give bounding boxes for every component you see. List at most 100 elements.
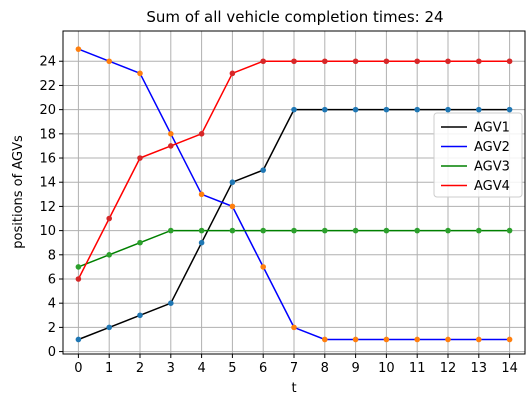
legend-label: AGV3 (474, 160, 510, 175)
x-tick-label: 8 (321, 361, 329, 376)
y-axis-label: positions of AGVs (11, 135, 26, 249)
data-point-agv4 (229, 70, 236, 77)
y-tick-label: 20 (39, 103, 56, 118)
data-point-agv2 (229, 203, 236, 210)
data-point-agv2 (476, 336, 482, 343)
data-point-agv2 (322, 336, 328, 343)
data-point-agv3 (75, 264, 82, 270)
y-tick-label: 16 (39, 152, 56, 167)
data-point-agv3 (198, 227, 205, 234)
y-tick-label: 18 (39, 127, 56, 142)
y-tick-label: 22 (39, 79, 56, 94)
data-point-agv4 (168, 143, 174, 149)
data-point-agv1 (106, 324, 112, 331)
data-point-agv2 (352, 336, 359, 343)
x-tick-label: 2 (136, 361, 144, 376)
y-tick-label: 14 (39, 176, 56, 191)
x-tick-label: 6 (259, 361, 267, 376)
x-tick-label: 10 (378, 361, 395, 376)
y-tick-label: 12 (39, 200, 56, 215)
data-point-agv3 (506, 227, 513, 234)
data-point-agv3 (106, 252, 112, 258)
x-tick-label: 9 (351, 361, 359, 376)
data-point-agv1 (198, 239, 205, 246)
x-tick-label: 1 (105, 361, 113, 376)
data-point-agv4 (291, 58, 297, 65)
x-tick-label: 12 (440, 361, 457, 376)
chart-title: Sum of all vehicle completion times: 24 (146, 8, 443, 26)
legend-box (433, 112, 523, 198)
y-tick-label: 10 (39, 224, 56, 239)
data-point-agv3 (414, 227, 421, 234)
legend-label: AGV4 (474, 179, 510, 194)
data-point-agv1 (291, 106, 297, 113)
data-point-agv4 (106, 215, 112, 222)
data-point-agv4 (383, 58, 390, 65)
data-point-agv4 (198, 131, 205, 137)
data-point-agv4 (322, 58, 328, 65)
data-point-agv4 (506, 58, 513, 65)
x-tick-label: 13 (471, 361, 488, 376)
series-layer (75, 46, 513, 343)
x-tick-label: 0 (74, 361, 82, 376)
legend: AGV1 AGV2 AGV3 AGV4 (433, 112, 523, 198)
data-point-agv2 (137, 70, 143, 77)
data-point-agv1 (260, 167, 267, 173)
y-tick-label: 2 (48, 321, 56, 336)
data-point-agv3 (260, 227, 267, 234)
data-point-agv2 (198, 191, 205, 198)
data-point-agv2 (291, 324, 297, 331)
data-point-agv4 (75, 276, 82, 282)
data-point-agv2 (168, 131, 174, 137)
data-point-agv4 (445, 58, 451, 65)
data-point-agv3 (291, 227, 297, 234)
data-point-agv3 (229, 227, 236, 234)
data-point-agv3 (383, 227, 390, 234)
data-point-agv2 (414, 336, 421, 343)
data-point-agv4 (476, 58, 482, 65)
y-tick-label: 24 (39, 55, 56, 70)
data-point-agv3 (168, 227, 174, 234)
data-point-agv1 (476, 106, 482, 113)
data-point-agv3 (322, 227, 328, 234)
data-point-agv4 (352, 58, 359, 65)
data-point-agv2 (260, 264, 267, 270)
y-tick-label: 6 (48, 272, 56, 287)
y-tick-label: 4 (48, 297, 56, 312)
x-tick-label: 11 (409, 361, 426, 376)
legend-label: AGV1 (474, 121, 510, 136)
x-tick-label: 5 (228, 361, 236, 376)
data-point-agv3 (476, 227, 482, 234)
data-point-agv2 (383, 336, 390, 343)
x-tick-label: 7 (290, 361, 298, 376)
data-point-agv1 (414, 106, 421, 113)
data-point-agv3 (137, 239, 143, 246)
data-point-agv2 (506, 336, 513, 343)
data-point-agv2 (445, 336, 451, 343)
x-ticks: 0 1 2 3 4 5 6 7 8 9 10 11 12 13 14 (74, 354, 518, 376)
y-tick-label: 8 (48, 248, 56, 263)
data-point-agv2 (75, 46, 82, 52)
x-tick-label: 3 (167, 361, 175, 376)
data-point-agv1 (137, 312, 143, 319)
data-point-agv1 (168, 300, 174, 306)
x-tick-label: 4 (197, 361, 205, 376)
data-point-agv3 (445, 227, 451, 234)
data-point-agv1 (506, 106, 513, 113)
data-point-agv1 (445, 106, 451, 113)
data-point-agv2 (106, 58, 112, 65)
data-point-agv4 (414, 58, 421, 65)
data-point-agv4 (260, 58, 267, 65)
legend-label: AGV2 (474, 140, 510, 155)
data-point-agv4 (137, 155, 143, 161)
data-point-agv3 (352, 227, 359, 234)
data-point-agv1 (322, 106, 328, 113)
x-tick-label: 14 (501, 361, 518, 376)
y-tick-label: 0 (48, 345, 56, 360)
x-axis-label: t (291, 381, 296, 396)
data-point-agv1 (383, 106, 390, 113)
data-point-agv1 (229, 179, 236, 186)
data-point-agv1 (352, 106, 359, 113)
